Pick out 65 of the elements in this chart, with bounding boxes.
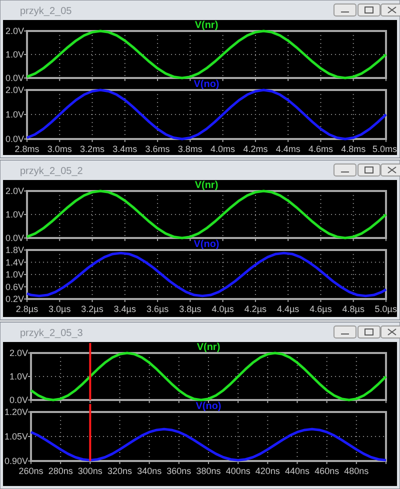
x-tick-label: 4.4ms (276, 144, 301, 154)
x-tick-label: 3.8µs (179, 304, 202, 314)
x-tick-label: 3.0ms (47, 144, 72, 154)
y-tick-label: 2.0V (9, 348, 28, 358)
x-tick-label: 2.8ms (14, 144, 40, 154)
x-tick-label: 2.8µs (16, 304, 39, 314)
x-tick-label: 380ns (196, 466, 222, 476)
y-tick-label: 1.0V (5, 50, 24, 60)
x-tick-label: 3.8ms (178, 144, 203, 154)
x-tick-label: 280ns (48, 466, 74, 476)
x-tick-label: 5.0µs (374, 304, 398, 314)
x-tick-label: 3.6ms (145, 144, 170, 154)
x-tick-label: 480ns (344, 466, 370, 476)
y-tick-label: 0.6V (5, 282, 24, 292)
x-tick-label: 3.4ms (112, 144, 138, 154)
x-tick-label: 300ns (78, 466, 103, 476)
y-tick-label: 1.05V (4, 432, 28, 442)
y-tick-label: 0.0V (9, 395, 28, 405)
x-tick-label: 5.0ms (372, 144, 398, 154)
x-tick-label: 3.2ms (80, 144, 106, 154)
x-tick-label: 4.6µs (310, 304, 332, 314)
x-tick-label: 3.0µs (48, 304, 72, 314)
y-tick-label: 0.2V (5, 294, 24, 304)
y-tick-label: 1.4V (5, 257, 24, 268)
x-tick-label: 4.6ms (308, 144, 334, 154)
x-tick-label: 4.8µs (342, 304, 365, 314)
x-tick-label: 400ns (226, 466, 251, 476)
y-tick-label: 0.0V (5, 134, 24, 144)
x-tick-label: 420ns (255, 466, 280, 476)
text: V(nr) (194, 20, 218, 31)
text: V(nr) (196, 342, 220, 353)
y-tick-label: 1.20V (4, 407, 28, 417)
x-tick-label: 3.4µs (114, 304, 137, 314)
y-tick-label: 1.0V (5, 210, 24, 220)
y-tick-label: 2.0V (5, 186, 24, 196)
text: V(no) (194, 239, 220, 250)
y-tick-label: 1.0V (5, 110, 24, 120)
x-tick-label: 340ns (137, 466, 162, 476)
x-tick-label: 3.6µs (146, 304, 170, 314)
y-tick-label: 0.0V (5, 73, 24, 83)
y-tick-label: 1.0V (9, 372, 28, 382)
x-tick-label: 260ns (18, 466, 44, 476)
chart-title: przyk_2_05_2 (20, 166, 84, 177)
text: V(nr) (194, 180, 218, 191)
chart-title: przyk_2_05 (20, 6, 72, 17)
x-tick-label: 360ns (166, 466, 192, 476)
x-tick-label: 4.2µs (244, 304, 268, 314)
y-tick-label: 1.8V (5, 245, 24, 255)
text: V(no) (196, 401, 222, 412)
y-tick-label: 0.90V (4, 456, 28, 466)
y-tick-label: 2.0V (5, 85, 24, 95)
y-tick-label: 2.0V (5, 26, 24, 36)
x-tick-label: 440ns (284, 466, 310, 476)
x-tick-label: 460ns (314, 466, 340, 476)
x-tick-label: 4.4µs (276, 304, 300, 314)
x-tick-label: 4.0µs (212, 304, 234, 314)
text: V(no) (194, 79, 220, 90)
y-tick-label: 0.0V (5, 233, 24, 243)
x-tick-label: 4.0ms (210, 144, 236, 154)
x-tick-label: 320ns (107, 466, 133, 476)
x-tick-label: 4.2ms (243, 144, 268, 154)
chart-title: przyk_2_05_3 (20, 328, 84, 339)
y-tick-label: 1.0V (5, 270, 24, 280)
x-tick-label: 3.2µs (81, 304, 104, 314)
x-tick-label: 4.8ms (341, 144, 366, 154)
